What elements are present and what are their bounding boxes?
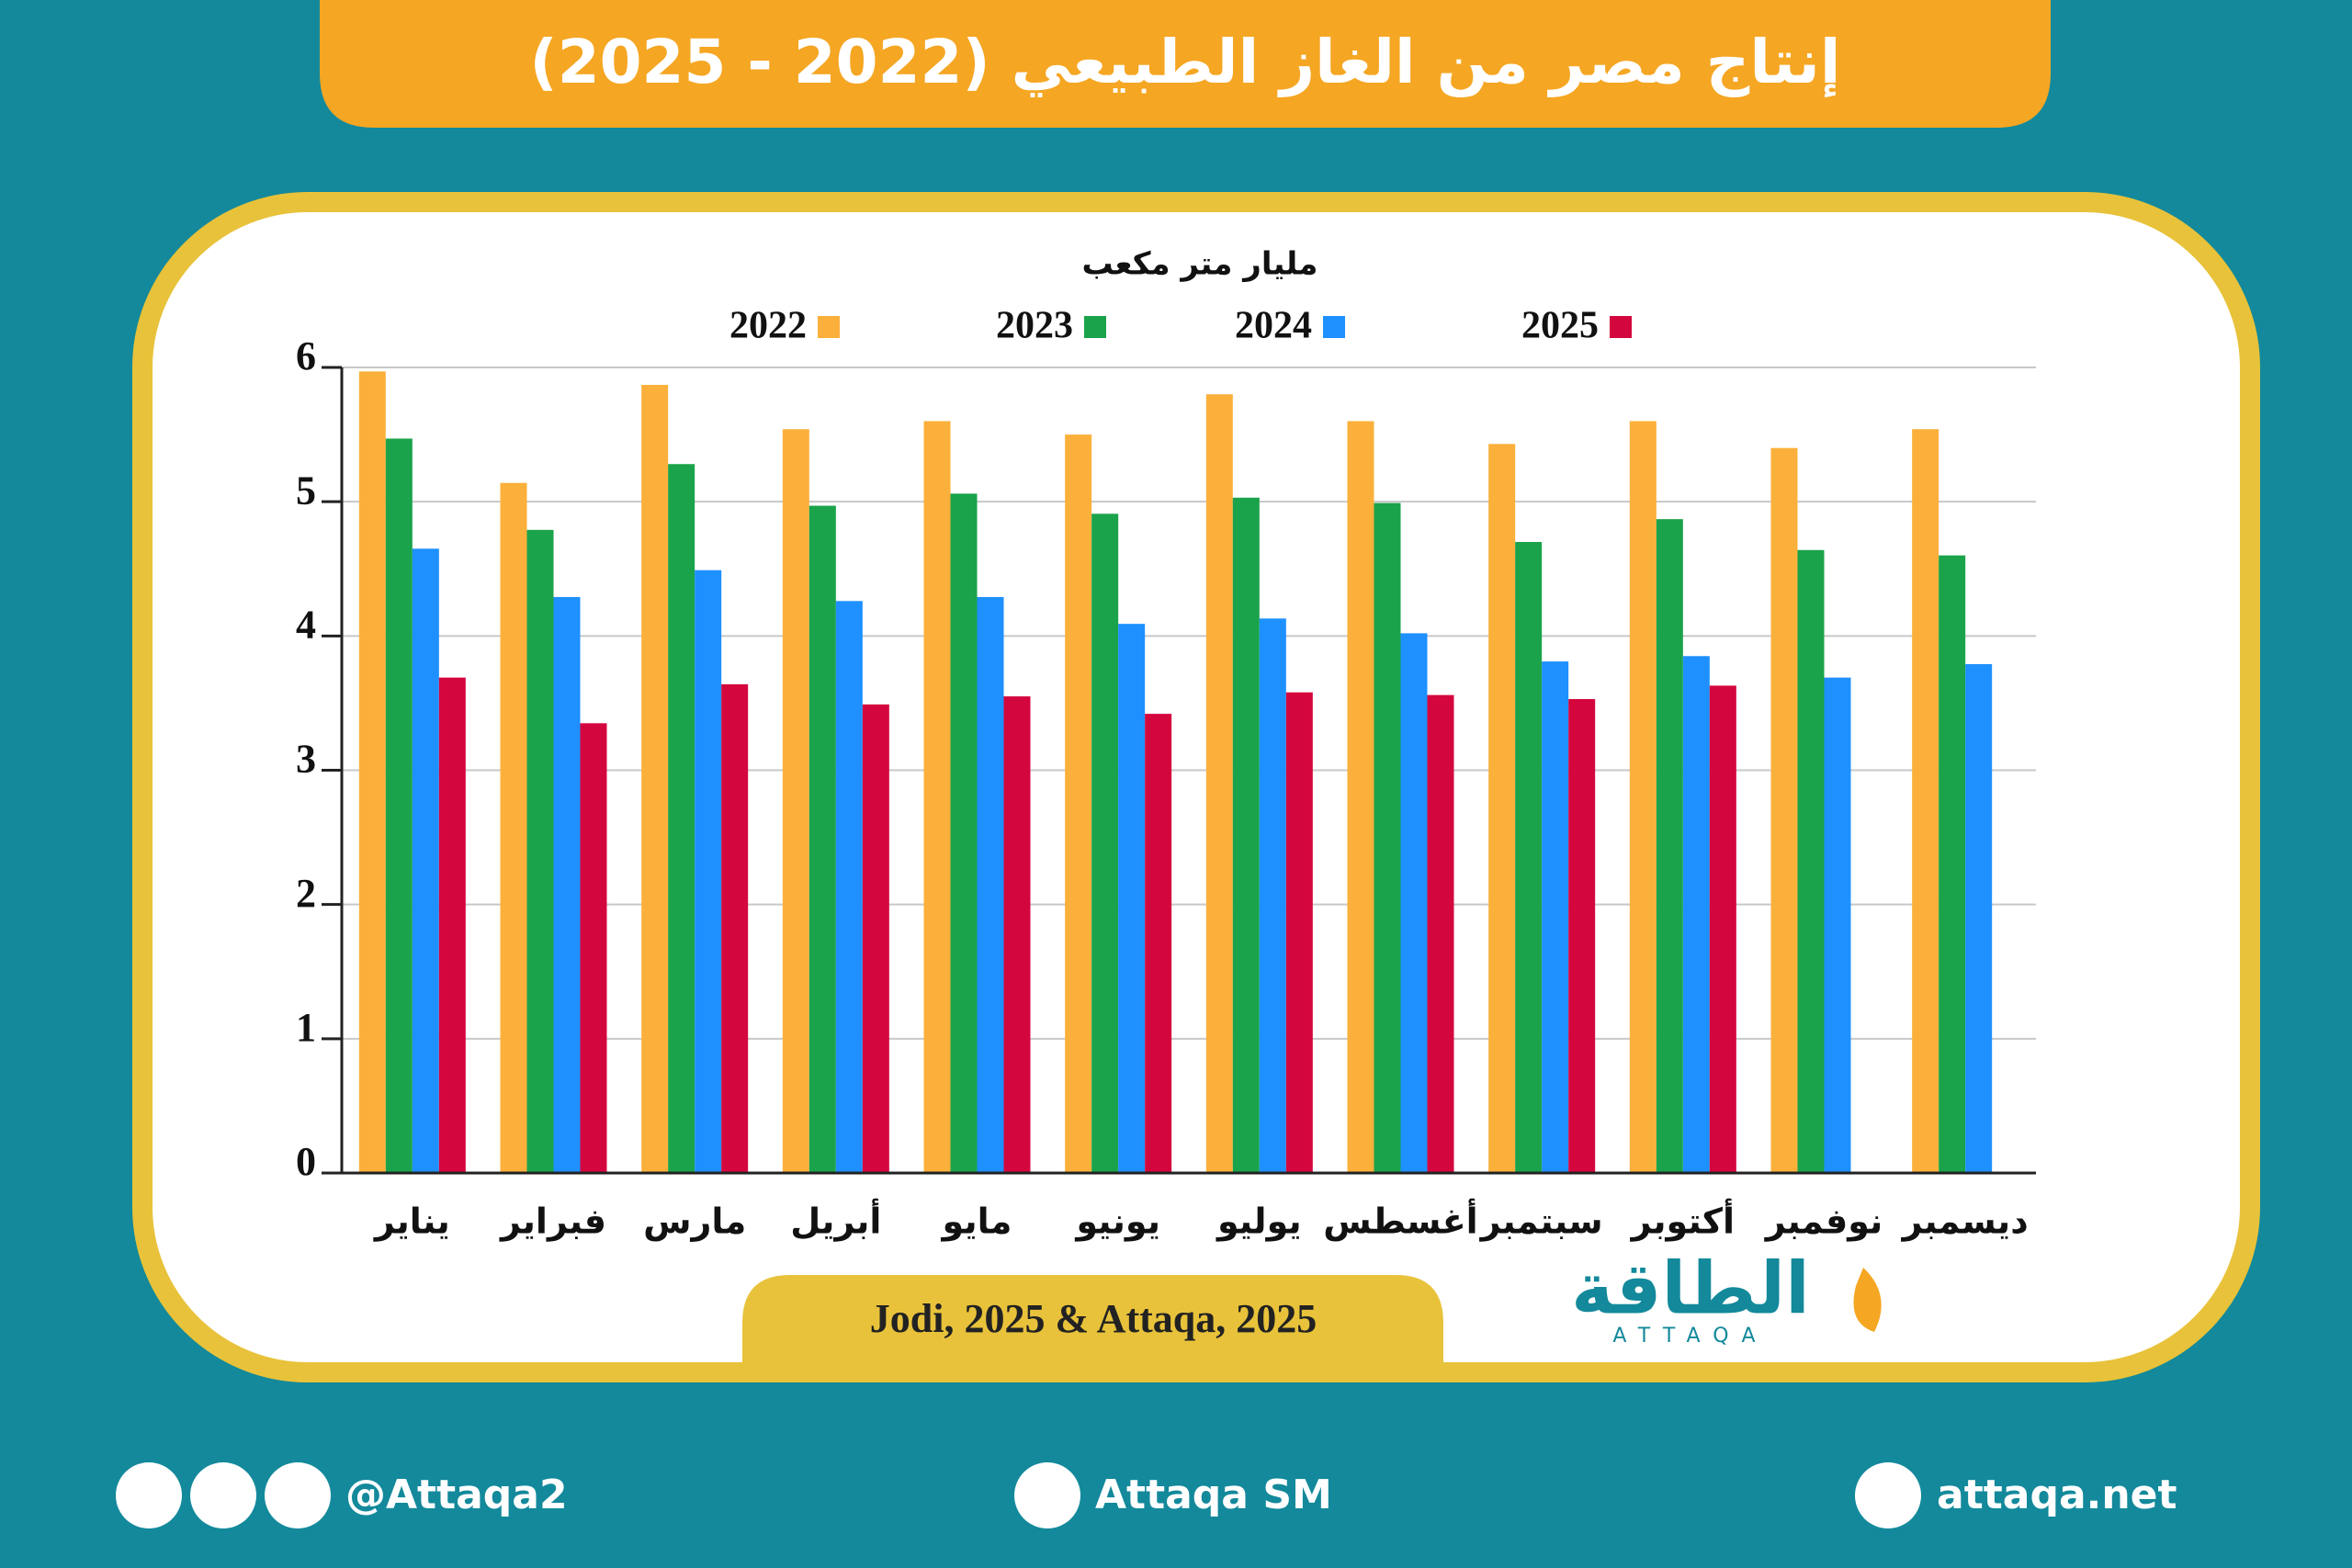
x-tick-label: مايو: [941, 1201, 1012, 1242]
legend-swatch: [818, 316, 840, 338]
y-tick-label: 5: [296, 468, 316, 513]
x-tick-label: أكتوبر: [1630, 1199, 1735, 1242]
bar: [1797, 549, 1825, 1173]
x-tick-label: يناير: [373, 1201, 450, 1242]
footer-social: @Attaqa2: [345, 1472, 568, 1518]
bar: [782, 429, 809, 1173]
legend-swatch: [1610, 316, 1632, 338]
x-tick-label: نوفمبر: [1764, 1201, 1883, 1242]
logo: الطاقة: [1571, 1247, 1810, 1330]
bar: [1427, 694, 1454, 1173]
bar: [500, 482, 527, 1173]
legend-label: 2023: [996, 305, 1073, 347]
bar: [808, 505, 836, 1173]
unit-label: مليار متر مكعب: [1082, 246, 1318, 283]
footer-youtube: Attaqa SM: [1095, 1472, 1332, 1518]
bar: [1232, 497, 1260, 1173]
x-tick-label: سبتمبر: [1479, 1201, 1603, 1242]
bar: [526, 529, 554, 1173]
social-icons: [116, 1462, 1921, 1529]
bar: [1568, 699, 1596, 1173]
bar: [1118, 624, 1146, 1173]
facebook-icon: [265, 1462, 331, 1529]
bar: [1939, 555, 1966, 1173]
bar: [1542, 661, 1569, 1173]
bar: [1824, 677, 1851, 1173]
youtube-icon: [1014, 1462, 1080, 1529]
instagram-icon: [190, 1462, 256, 1529]
legend-label: 2025: [1521, 305, 1599, 347]
bar: [668, 464, 695, 1173]
bar: [641, 385, 669, 1173]
y-tick-label: 4: [296, 602, 316, 647]
bar: [721, 683, 749, 1173]
y-tick-label: 6: [296, 333, 316, 378]
bar: [1145, 714, 1172, 1173]
y-tick-label: 0: [296, 1139, 316, 1184]
globe-icon: [1855, 1462, 1921, 1529]
bar: [1285, 692, 1313, 1173]
logo-flame: [1853, 1268, 1882, 1332]
x-tick-label: أغسطس: [1323, 1199, 1477, 1242]
bar: [1347, 421, 1374, 1173]
x-tick-label: فبراير: [499, 1201, 606, 1242]
legend-label: 2024: [1235, 305, 1312, 347]
bar: [438, 677, 466, 1173]
bar: [1259, 618, 1286, 1173]
bar: [412, 548, 439, 1173]
x-icon: [116, 1462, 182, 1529]
bar: [553, 596, 581, 1173]
legend-swatch: [1084, 316, 1106, 338]
legend-label: 2022: [729, 305, 807, 347]
bar: [1709, 685, 1736, 1173]
y-tick-label: 3: [296, 737, 316, 782]
bar: [862, 704, 889, 1173]
bar: [1656, 519, 1683, 1173]
bar: [1770, 447, 1798, 1173]
bar: [358, 371, 386, 1173]
bar: [385, 438, 413, 1173]
bar: [1912, 429, 1939, 1173]
bar: [1629, 421, 1657, 1173]
bar: [1205, 394, 1233, 1173]
source-tab: [742, 1275, 1443, 1372]
title-banner: [320, 0, 2051, 128]
chart-title: إنتاج مصر من الغاز الطبيعي (2022 - 2025): [530, 27, 1841, 98]
bar: [1682, 656, 1710, 1173]
bar: [580, 723, 607, 1173]
x-tick-label: يونيو: [1074, 1201, 1160, 1242]
x-tick-label: يوليو: [1216, 1201, 1302, 1242]
logo-latin: ATTAQA: [1612, 1325, 1768, 1348]
bar: [977, 596, 1004, 1173]
y-tick-label: 2: [296, 871, 316, 916]
bar: [1488, 444, 1516, 1173]
source: Jodi, 2025 & Attaqa, 2025: [870, 1296, 1317, 1341]
bar: [923, 421, 951, 1173]
x-tick-label: مارس: [643, 1201, 746, 1242]
bar: [1065, 434, 1092, 1173]
bar: [695, 570, 722, 1173]
bar: [1515, 542, 1543, 1173]
y-tick-label: 1: [296, 1005, 316, 1050]
bar: [1374, 502, 1401, 1173]
legend-swatch: [1323, 316, 1345, 338]
x-tick-label: ديسمبر: [1901, 1201, 2029, 1242]
bar: [1091, 513, 1119, 1173]
footer-website: attaqa.net: [1937, 1472, 2177, 1518]
bar: [1965, 664, 1993, 1173]
bar: [950, 493, 978, 1173]
bar: [1400, 633, 1428, 1173]
x-tick-label: أبريل: [790, 1199, 881, 1242]
bar: [835, 601, 863, 1173]
bar: [1003, 696, 1031, 1173]
